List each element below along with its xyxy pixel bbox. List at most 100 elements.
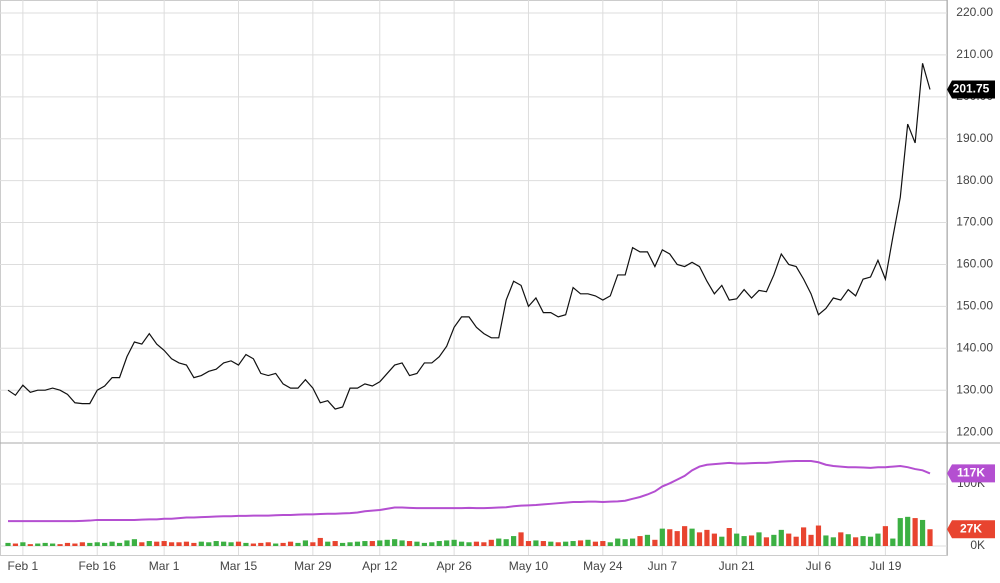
volume-bar <box>392 539 398 547</box>
volume-bar <box>570 541 576 547</box>
volume-bar <box>57 544 63 547</box>
volume-bar <box>845 534 851 547</box>
volume-bar <box>540 541 546 547</box>
x-tick-label: May 24 <box>583 559 623 573</box>
volume-bar <box>332 541 338 547</box>
volume-bar <box>384 539 390 547</box>
volume-bar <box>124 540 130 547</box>
volume-bar <box>667 529 673 547</box>
x-tick-label: Mar 15 <box>220 559 258 573</box>
volume-bar <box>919 519 926 547</box>
volume-bar <box>102 542 108 547</box>
volume-bar <box>473 541 480 547</box>
volume-bar <box>12 543 19 547</box>
volume-bar <box>711 533 717 547</box>
volume-bar <box>72 543 78 547</box>
volume-bar <box>5 542 11 547</box>
volume-bar <box>555 542 561 547</box>
x-tick-label: Feb 16 <box>79 559 117 573</box>
volume-bar <box>867 536 874 547</box>
volume-bar <box>689 528 695 547</box>
y-tick-label: 170.00 <box>956 215 993 229</box>
volume-bar <box>109 541 115 547</box>
volume-bar <box>131 539 138 547</box>
volume-bar <box>168 542 175 547</box>
volume-bar <box>622 539 628 547</box>
volume-bar <box>444 540 450 547</box>
volume-bar <box>592 541 599 547</box>
volume-bar <box>35 543 41 547</box>
volume-bar <box>838 532 844 547</box>
volume-bar <box>793 536 799 547</box>
volume-bar <box>481 542 487 547</box>
volume-bar <box>927 529 933 547</box>
volume-bar <box>629 538 636 547</box>
volume-bar <box>429 542 435 547</box>
volume-bar <box>704 529 710 547</box>
volume-bar <box>273 543 279 547</box>
volume-bar <box>414 541 420 547</box>
volume-bar <box>912 518 918 547</box>
volume-bar <box>890 538 896 547</box>
y-tick-label: 210.00 <box>956 47 993 61</box>
volume-bar <box>183 541 190 547</box>
volume-bar <box>808 534 814 547</box>
volume-bar <box>503 539 509 547</box>
volume-bar <box>533 540 539 547</box>
volume-bar <box>644 534 651 547</box>
volume-bar <box>369 541 375 547</box>
volume-bar <box>577 540 584 547</box>
volume-bar <box>458 541 465 547</box>
volume-bar <box>198 541 204 547</box>
volume-bar <box>719 536 725 547</box>
volume-bar <box>116 542 123 547</box>
volume-bar <box>511 536 517 547</box>
volume-bar <box>42 542 48 547</box>
volume-bar <box>206 542 212 547</box>
volume-bar <box>882 526 888 547</box>
volume-bar <box>317 537 323 547</box>
volume-bar <box>607 542 613 547</box>
volume-bar <box>800 527 807 547</box>
x-tick-label: Jun 21 <box>719 559 755 573</box>
volume-bar <box>875 533 881 547</box>
volume-bar <box>228 542 234 547</box>
volume-bar <box>161 541 167 547</box>
volume-bar <box>154 541 160 547</box>
price-line <box>7 63 931 410</box>
volume-bar <box>250 543 256 547</box>
volume-bar <box>50 543 56 547</box>
volume-bar <box>771 534 777 547</box>
volume-bar <box>756 532 762 547</box>
volume-bar <box>258 542 264 547</box>
plot-frame <box>0 0 948 556</box>
volume-bar <box>436 541 442 547</box>
x-tick-label: May 10 <box>509 559 549 573</box>
x-tick-label: Mar 29 <box>294 559 332 573</box>
x-tick-label: Apr 12 <box>362 559 398 573</box>
volume-bar <box>399 540 405 547</box>
x-tick-label: Apr 26 <box>436 559 472 573</box>
volume-bar <box>176 542 182 547</box>
volume-bar <box>763 537 770 547</box>
volume-bar <box>637 536 643 547</box>
y-tick-label: 140.00 <box>956 340 993 354</box>
volume-bar <box>488 539 494 547</box>
volume-bar <box>748 535 755 547</box>
ma-badge-bg <box>947 464 995 483</box>
volume-bar <box>310 542 316 547</box>
volume-badge: 27K <box>960 521 982 535</box>
volume-bar <box>87 542 93 547</box>
volume-bar <box>659 528 665 547</box>
volume-bar <box>734 533 740 547</box>
volume-bar <box>265 542 271 547</box>
volume-bar <box>406 541 413 547</box>
volume-bar <box>674 531 680 547</box>
y-tick-label: 220.00 <box>956 5 993 19</box>
volume-bar <box>139 542 145 547</box>
volume-bar <box>563 541 569 547</box>
volume-bar <box>518 532 524 547</box>
y-tick-label: 190.00 <box>956 131 993 145</box>
volume-bar <box>421 542 427 547</box>
